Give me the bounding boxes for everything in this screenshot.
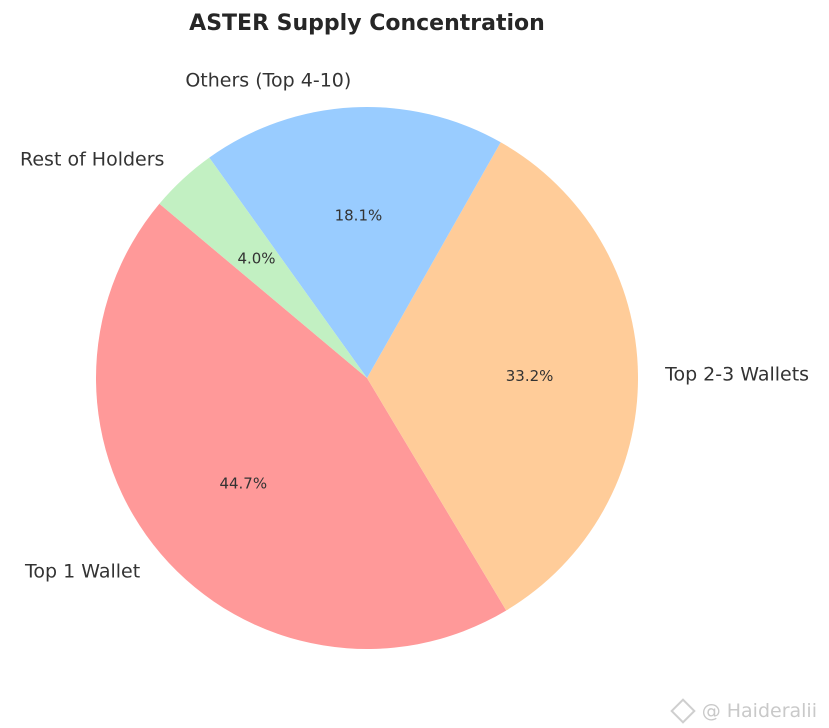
- pie-slices: [96, 107, 638, 649]
- percent-label-3: 18.1%: [335, 207, 383, 225]
- category-label-1: Top 1 Wallet: [24, 560, 140, 582]
- pie-slice-1: [96, 203, 507, 649]
- chart-title: ASTER Supply Concentration: [189, 11, 545, 36]
- category-label-3: Others (Top 4-10): [185, 69, 351, 91]
- pie-slice-4: [159, 157, 367, 378]
- pie-slice-2: [367, 142, 638, 611]
- percent-label-1: 44.7%: [219, 475, 267, 493]
- category-label-4: Rest of Holders: [20, 148, 164, 170]
- watermark-text: @ Haideralii: [701, 700, 817, 722]
- category-label-2: Top 2-3 Wallets: [664, 363, 809, 385]
- percent-label-2: 33.2%: [506, 367, 554, 385]
- pie-slice-3: [209, 107, 501, 379]
- percent-label-4: 4.0%: [237, 250, 275, 268]
- percent-labels: 44.7% 33.2% 18.1% 4.0%: [219, 207, 553, 493]
- binance-diamond-icon: [669, 698, 696, 724]
- category-labels: Top 1 Wallet Top 2-3 Wallets Others (Top 4…: [20, 69, 809, 582]
- watermark: @ Haideralii: [669, 698, 817, 724]
